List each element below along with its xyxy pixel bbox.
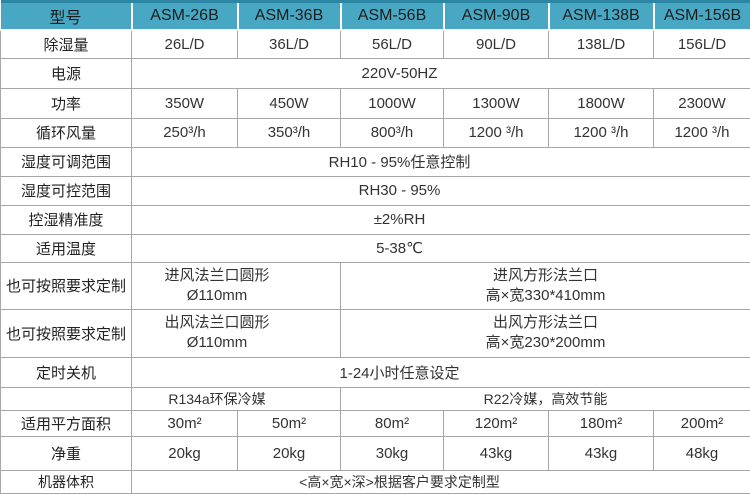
inlet-square-line2: 高×宽330*410mm [343, 286, 748, 306]
merged-value-cell: <高×宽×深>根据客户要求定制型 [132, 470, 750, 493]
row-humidity-adjust-range: 湿度可调范围 RH10 - 95%任意控制 [1, 147, 750, 176]
merged-value-cell: 1-24小时任意设定 [132, 357, 750, 387]
spec-value-cell: 250³/h [132, 118, 238, 147]
spec-value-cell: 156L/D [654, 30, 750, 58]
spec-value-cell: 30kg [341, 436, 444, 470]
merged-value-cell: 出风法兰口圆形 Ø110mm [132, 310, 341, 358]
inlet-square-line1: 进风方形法兰口 [343, 266, 748, 286]
merged-value-cell: R134a环保冷媒 [132, 387, 341, 410]
spec-value-cell: 1200 ³/h [549, 118, 654, 147]
row-label [1, 387, 132, 410]
spec-value-cell: 1300W [444, 88, 549, 118]
row-label: 机器体积 [1, 470, 132, 493]
row-label: 适用温度 [1, 234, 132, 262]
spec-value-cell: 800³/h [341, 118, 444, 147]
spec-value-cell: 56L/D [341, 30, 444, 58]
spec-value-cell: 50m² [238, 410, 341, 436]
merged-value-cell: RH10 - 95%任意控制 [132, 147, 750, 176]
row-weight: 净重 20kg 20kg 30kg 43kg 43kg 48kg [1, 436, 750, 470]
row-label: 湿度可控范围 [1, 176, 132, 205]
spec-value-cell: 80m² [341, 410, 444, 436]
merged-value-cell: 进风方形法兰口 高×宽330*410mm [341, 262, 750, 310]
spec-value-cell: 1000W [341, 88, 444, 118]
row-label: 也可按照要求定制 [1, 310, 132, 358]
spec-value-cell: 138L/D [549, 30, 654, 58]
row-label: 定时关机 [1, 357, 132, 387]
row-power-supply: 电源 220V-50HZ [1, 58, 750, 88]
spec-value-cell: 1200 ³/h [444, 118, 549, 147]
spec-value-cell: 43kg [444, 436, 549, 470]
row-label: 功率 [1, 88, 132, 118]
spec-value-cell: 120m² [444, 410, 549, 436]
row-timer: 定时关机 1-24小时任意设定 [1, 357, 750, 387]
row-airflow: 循环风量 250³/h 350³/h 800³/h 1200 ³/h 1200 … [1, 118, 750, 147]
outlet-square-line1: 出风方形法兰口 [343, 313, 748, 333]
row-label: 适用平方面积 [1, 410, 132, 436]
model-header: ASM-26B [132, 2, 238, 31]
spec-value-cell: 30m² [132, 410, 238, 436]
header-row: 型号 ASM-26B ASM-36B ASM-56B ASM-90B ASM-1… [1, 2, 750, 31]
spec-value-cell: 1800W [549, 88, 654, 118]
spec-value-cell: 90L/D [444, 30, 549, 58]
spec-value-cell: 20kg [238, 436, 341, 470]
row-label: 循环风量 [1, 118, 132, 147]
row-humidity-control-range: 湿度可控范围 RH30 - 95% [1, 176, 750, 205]
spec-value-cell: 43kg [549, 436, 654, 470]
spec-value-cell: 180m² [549, 410, 654, 436]
merged-value-cell: RH30 - 95% [132, 176, 750, 205]
outlet-square-line2: 高×宽230*200mm [343, 333, 748, 353]
inlet-round-line2: Ø110mm [134, 286, 300, 306]
merged-value-cell: 进风法兰口圆形 Ø110mm [132, 262, 341, 310]
outlet-round-line2: Ø110mm [134, 333, 300, 353]
row-label: 除湿量 [1, 30, 132, 58]
spec-value-cell: 350³/h [238, 118, 341, 147]
row-power: 功率 350W 450W 1000W 1300W 1800W 2300W [1, 88, 750, 118]
row-custom-inlet: 也可按照要求定制 进风法兰口圆形 Ø110mm 进风方形法兰口 高×宽330*4… [1, 262, 750, 310]
model-column-title: 型号 [1, 2, 132, 31]
merged-value-cell: ±2%RH [132, 205, 750, 234]
spec-value-cell: 200m² [654, 410, 750, 436]
spec-value-cell: 26L/D [132, 30, 238, 58]
row-label: 电源 [1, 58, 132, 88]
spec-value-cell: 36L/D [238, 30, 341, 58]
spec-value-cell: 48kg [654, 436, 750, 470]
row-volume: 机器体积 <高×宽×深>根据客户要求定制型 [1, 470, 750, 493]
row-dehumidify: 除湿量 26L/D 36L/D 56L/D 90L/D 138L/D 156L/… [1, 30, 750, 58]
spec-value-cell: 450W [238, 88, 341, 118]
row-refrigerant: R134a环保冷媒 R22冷媒，高效节能 [1, 387, 750, 410]
model-header: ASM-36B [238, 2, 341, 31]
spec-value-cell: 1200 ³/h [654, 118, 750, 147]
row-temperature: 适用温度 5-38℃ [1, 234, 750, 262]
inlet-round-line1: 进风法兰口圆形 [134, 266, 300, 286]
row-label: 净重 [1, 436, 132, 470]
merged-value-cell: 出风方形法兰口 高×宽230*200mm [341, 310, 750, 358]
spec-value-cell: 350W [132, 88, 238, 118]
row-humidity-accuracy: 控湿精准度 ±2%RH [1, 205, 750, 234]
row-custom-outlet: 也可按照要求定制 出风法兰口圆形 Ø110mm 出风方形法兰口 高×宽230*2… [1, 310, 750, 358]
row-label: 控湿精准度 [1, 205, 132, 234]
outlet-round-line1: 出风法兰口圆形 [134, 313, 300, 333]
row-label: 也可按照要求定制 [1, 262, 132, 310]
row-area: 适用平方面积 30m² 50m² 80m² 120m² 180m² 200m² [1, 410, 750, 436]
model-header: ASM-90B [444, 2, 549, 31]
spec-value-cell: 2300W [654, 88, 750, 118]
model-header: ASM-138B [549, 2, 654, 31]
model-header: ASM-56B [341, 2, 444, 31]
merged-value-cell: 5-38℃ [132, 234, 750, 262]
merged-value-cell: R22冷媒，高效节能 [341, 387, 750, 410]
spec-value-cell: 20kg [132, 436, 238, 470]
row-label: 湿度可调范围 [1, 147, 132, 176]
model-header: ASM-156B [654, 2, 750, 31]
merged-value-cell: 220V-50HZ [132, 58, 750, 88]
